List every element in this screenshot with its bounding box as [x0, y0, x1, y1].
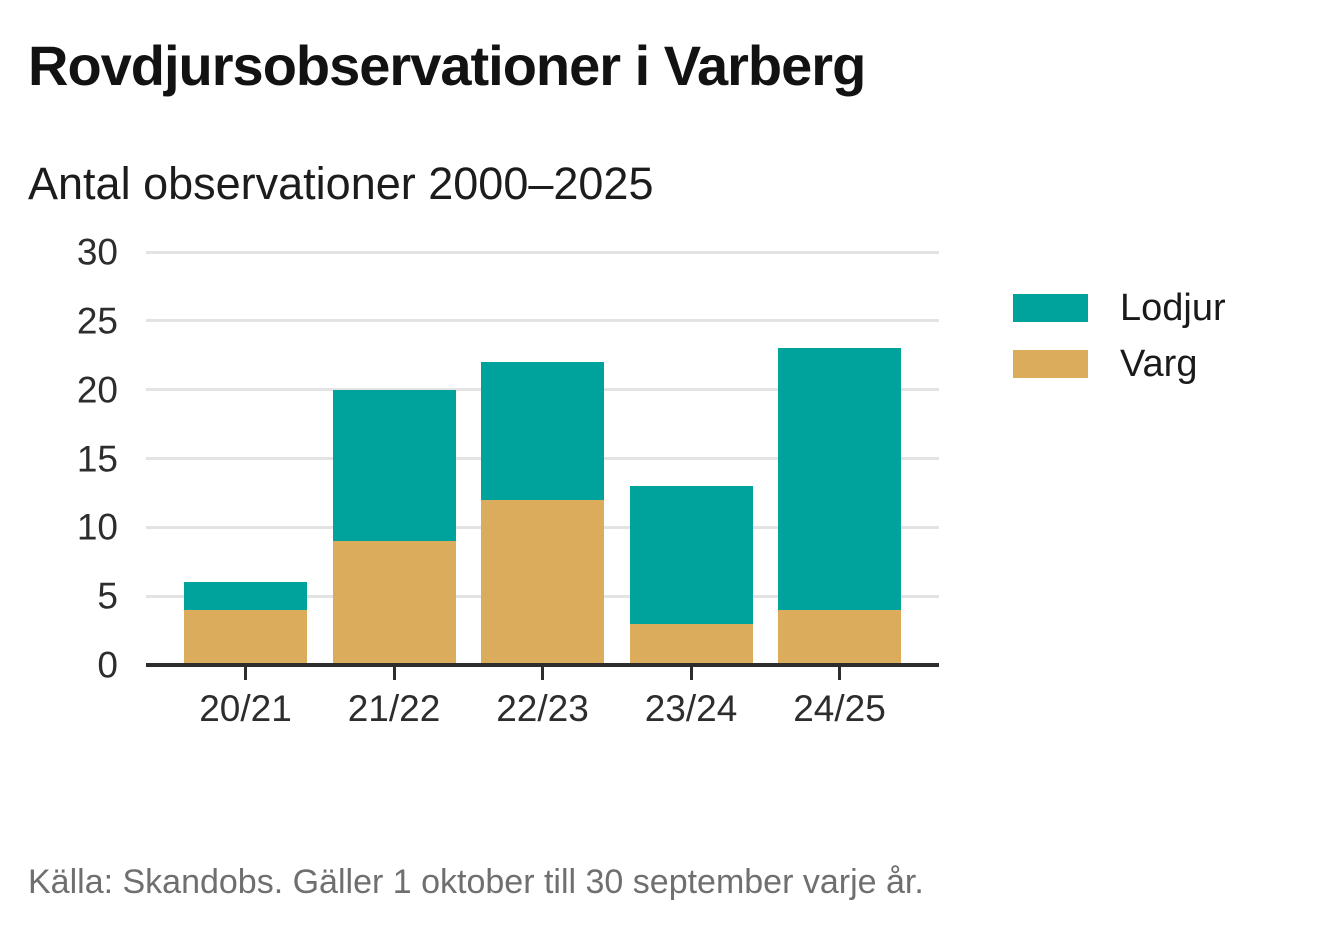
x-axis-ticks: [146, 667, 939, 681]
x-axis-tick-21/22: [392, 667, 396, 680]
bar-22/23-lodjur: [481, 362, 604, 500]
x-axis-tick-23/24: [689, 667, 693, 680]
bar-21/22-varg: [332, 541, 456, 665]
legend-item-lodjur: Lodjur: [1013, 280, 1226, 336]
x-tick-label-24/25: 24/25: [793, 688, 886, 729]
bar-22/23-varg: [481, 499, 604, 665]
bar-20/21-lodjur: [184, 582, 307, 610]
y-axis: 0 5 10 15 20 25 30: [24, 234, 118, 684]
bar-20/21-varg: [184, 609, 307, 665]
legend-swatch-varg: [1013, 350, 1088, 378]
plot-area: [146, 250, 939, 667]
x-tick-label-22/23: 22/23: [496, 688, 589, 729]
chart-legend: Lodjur Varg: [1013, 280, 1226, 392]
x-axis-tick-20/21: [244, 667, 247, 680]
footer: Källa: Skandobs. Gäller 1 oktober till 3…: [0, 830, 1322, 939]
bar-24/25-lodjur: [778, 348, 901, 610]
y-tick-label-25: 25: [76, 300, 118, 342]
y-tick-label-0: 0: [97, 644, 118, 686]
bar-21/22-lodjur: [332, 389, 456, 542]
x-tick-label-23/24: 23/24: [644, 688, 738, 729]
y-tick-label-20: 20: [76, 369, 118, 411]
x-tick-label-20/21: 20/21: [199, 688, 292, 729]
chart-title: Rovdjursobservationer i Varberg: [28, 34, 866, 97]
legend-label-lodjur: Lodjur: [1120, 287, 1226, 329]
bar-24/25-varg: [778, 609, 901, 665]
source-note: Källa: Skandobs. Gäller 1 oktober till 3…: [28, 863, 924, 901]
y-tick-label-5: 5: [97, 575, 118, 617]
x-axis-tick-22/23: [541, 667, 544, 680]
legend-swatch-lodjur: [1013, 294, 1088, 322]
legend-item-varg: Varg: [1013, 336, 1226, 392]
x-axis: 20/21 21/22 22/23 23/24 24/25: [146, 688, 939, 738]
bar-23/24-lodjur: [629, 486, 753, 624]
gridline-25: [146, 319, 939, 323]
x-tick-label-21/22: 21/22: [347, 688, 441, 729]
bar-23/24-varg: [629, 623, 753, 665]
y-tick-label-15: 15: [76, 438, 118, 479]
chart-subtitle: Antal observationer 2000–2025: [28, 158, 654, 209]
x-axis-line: [146, 663, 939, 667]
y-tick-label-10: 10: [76, 506, 118, 548]
legend-label-varg: Varg: [1120, 343, 1198, 385]
gridline-30: [146, 250, 939, 254]
y-tick-label-30: 30: [76, 231, 118, 273]
x-axis-tick-24/25: [838, 667, 841, 680]
